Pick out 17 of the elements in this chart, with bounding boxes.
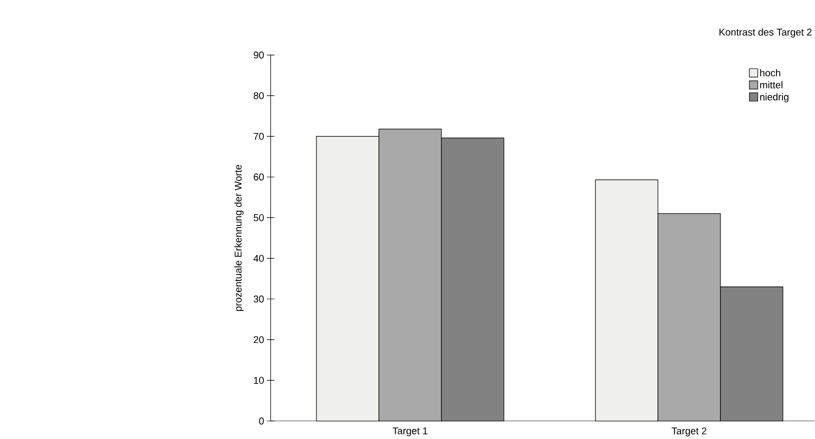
y-tick-label: 30 — [254, 296, 264, 303]
y-tick-label: 10 — [254, 376, 264, 384]
x-tick-label: Target 2 — [672, 428, 706, 436]
legend-label: niedrig — [760, 93, 788, 102]
y-tick-label: 70 — [254, 132, 264, 140]
legend-label: mittel — [760, 81, 782, 88]
y-tick-label: 60 — [254, 174, 264, 181]
legend-title: Kontrast des Target 2 — [720, 28, 812, 38]
y-tick-label: 80 — [254, 92, 264, 100]
legend-label: hoch — [760, 69, 780, 76]
y-tick-label: 20 — [254, 336, 264, 344]
y-tick-label: 90 — [254, 52, 264, 59]
y-tick-label: 0 — [259, 418, 264, 425]
y-axis-title: prozentuale Erkennung der Worte — [234, 164, 244, 311]
y-tick-label: 50 — [254, 214, 264, 222]
y-tick-label: 40 — [253, 254, 264, 262]
x-tick-label: Target 1 — [392, 428, 428, 436]
